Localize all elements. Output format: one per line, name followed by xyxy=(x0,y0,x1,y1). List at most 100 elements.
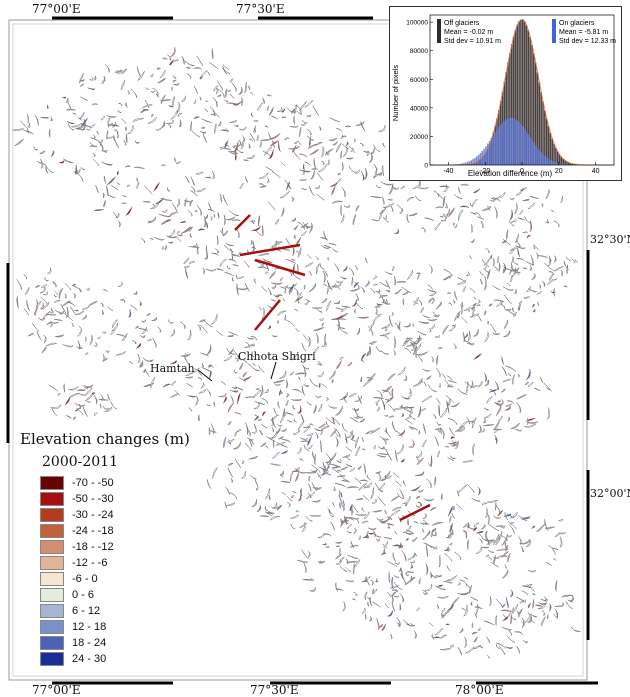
glacier-patch xyxy=(281,451,288,454)
glacier-patch xyxy=(485,531,486,537)
glacier-patch xyxy=(331,522,335,531)
glacier-patch xyxy=(460,421,469,428)
glacier-patch xyxy=(561,196,563,203)
glacier-patch xyxy=(517,646,520,654)
glacier-patch xyxy=(333,142,338,146)
glacier-patch xyxy=(326,421,329,426)
glacier-patch xyxy=(125,166,130,168)
glacier-patch xyxy=(495,381,498,390)
glacier-patch xyxy=(331,417,340,425)
glacier-patch xyxy=(173,75,176,78)
glacier-patch xyxy=(150,238,154,240)
glacier-patch xyxy=(249,365,259,371)
glacier-patch xyxy=(346,567,351,571)
glacier-patch xyxy=(63,345,74,348)
glacier-patch xyxy=(423,440,427,447)
glacier-patch xyxy=(322,323,324,326)
glacier-patch xyxy=(32,323,39,331)
glacier-patch xyxy=(209,371,211,379)
glacier-patch xyxy=(470,255,473,259)
glacier-patch xyxy=(528,203,535,209)
glacier-patch xyxy=(448,418,457,425)
glacier-patch xyxy=(393,552,396,562)
glacier-patch xyxy=(178,113,182,117)
glacier-patch xyxy=(503,287,513,291)
glacier-patch xyxy=(291,515,299,519)
glacier-patch xyxy=(350,545,358,547)
glacier-patch xyxy=(114,130,118,133)
legend-class-row: -30 - -24 xyxy=(40,508,114,522)
glacier-patch xyxy=(448,506,452,516)
glacier-patch xyxy=(529,584,532,585)
legend-class-row: 24 - 30 xyxy=(40,652,106,666)
glacier-patch xyxy=(245,176,248,182)
glacier-patch xyxy=(371,488,374,500)
glacier-patch xyxy=(449,516,451,522)
glacier-patch xyxy=(562,595,573,597)
glacier-patch xyxy=(464,341,472,346)
glacier-patch xyxy=(524,424,536,428)
glacier-patch xyxy=(302,365,309,370)
glacier-patch xyxy=(540,377,543,383)
glacier-patch xyxy=(454,224,457,228)
glacier-patch xyxy=(341,467,348,470)
glacier-patch xyxy=(318,364,321,366)
glacier-patch xyxy=(400,603,401,610)
glacier-patch xyxy=(232,220,241,221)
glacier-patch xyxy=(223,437,225,448)
glacier-patch xyxy=(256,389,260,390)
glacier-patch xyxy=(362,580,367,581)
glacier-patch xyxy=(406,345,415,347)
glacier-patch xyxy=(347,486,359,488)
glacier-patch xyxy=(209,203,212,212)
glacier-patch xyxy=(189,407,192,411)
glacier-patch xyxy=(227,503,235,506)
glacier-patch xyxy=(257,505,261,512)
glacier-patch xyxy=(555,606,563,607)
glacier-patch xyxy=(27,114,29,123)
glacier-patch xyxy=(116,352,126,356)
glacier-patch xyxy=(316,333,318,344)
glacier-patch xyxy=(198,229,204,231)
glacier-patch xyxy=(90,124,95,128)
glacier-patch xyxy=(254,424,256,430)
glacier-patch xyxy=(172,381,176,386)
glacier-patch xyxy=(278,311,287,316)
glacier-patch xyxy=(421,308,424,314)
glacier-patch xyxy=(291,259,295,260)
glacier-patch xyxy=(305,162,311,166)
longitude-label-top-left: 77°00'E xyxy=(32,2,81,16)
glacier-patch xyxy=(472,623,473,628)
glacier-patch xyxy=(347,362,351,366)
glacier-patch xyxy=(267,178,269,183)
glacier-patch xyxy=(68,102,71,109)
glacier-patch xyxy=(355,478,361,484)
glacier-patch xyxy=(358,466,362,470)
glacier-patch xyxy=(533,246,535,250)
glacier-patch xyxy=(223,195,228,206)
glacier-patch xyxy=(352,299,356,306)
glacier-patch xyxy=(305,301,309,305)
glacier-patch xyxy=(305,263,313,268)
glacier-patch xyxy=(502,399,504,404)
glacier-patch xyxy=(549,545,556,554)
glacier-patch xyxy=(450,644,453,646)
glacier-patch xyxy=(505,565,507,569)
legend-on-glaciers-std: Std dev = 12.33 m xyxy=(559,38,616,45)
glacier-patch xyxy=(293,430,300,434)
glacier-patch xyxy=(256,488,258,491)
glacier-patch xyxy=(384,415,388,416)
glacier-patch xyxy=(308,483,311,491)
latitude-label-lower: 32°00'N xyxy=(590,487,630,500)
glacier-patch xyxy=(486,555,489,557)
glacier-patch xyxy=(407,270,413,280)
glacier-patch xyxy=(302,386,305,396)
glacier-patch xyxy=(174,158,175,162)
glacier-patch xyxy=(474,329,479,336)
glacier-patch xyxy=(120,299,125,302)
glacier-patch xyxy=(222,228,223,235)
glacier-patch xyxy=(252,241,254,253)
glacier-patch xyxy=(345,126,351,127)
glacier-patch xyxy=(424,498,434,501)
glacier-patch xyxy=(177,199,180,207)
